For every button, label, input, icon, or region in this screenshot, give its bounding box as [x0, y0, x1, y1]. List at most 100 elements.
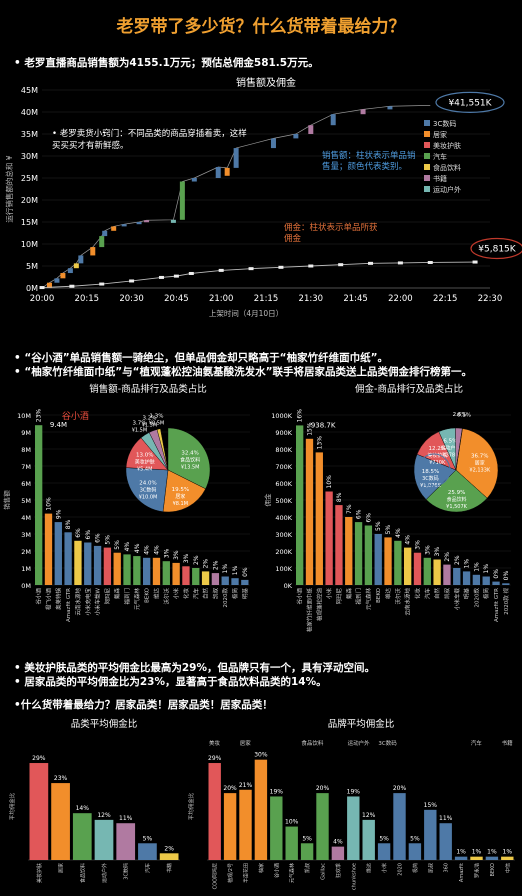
x-tick-label: 谷小酒 [35, 588, 43, 605]
x-tick-label: Amazfit GTR [66, 588, 72, 622]
bar [93, 545, 102, 585]
sales-step-bar [270, 138, 276, 149]
y-tick-label: 2M [21, 548, 31, 556]
bar [54, 522, 62, 585]
x-tick-label: 20:00 [30, 294, 55, 304]
bar-value-label: 1% [503, 849, 513, 856]
legend-swatch [424, 120, 430, 126]
x-tick-label: 2020款 [221, 588, 229, 608]
bar [138, 843, 157, 860]
pie-category-label: 美妆护肤 [427, 452, 447, 459]
y-tick-label: 8M [21, 446, 31, 454]
legend-label: 书籍 [433, 174, 447, 183]
y-axis-title: 销售额 [2, 490, 11, 510]
bar-value-label: 30% [254, 752, 268, 759]
x-tick-label: 植观蓬松控油 [315, 588, 323, 622]
x-tick-label: 居家 [58, 863, 65, 873]
bar [231, 578, 239, 585]
pie-pct-label: 2.6% [453, 412, 467, 418]
y-tick-label: 800K [275, 446, 292, 454]
x-tick-label: 化妆 [413, 588, 421, 600]
x-tick-label: 橙飞小酒 [44, 588, 52, 611]
x-tick-label: Amazfit GTR [494, 588, 500, 622]
pie-slice [167, 427, 211, 490]
sales-step-bar [191, 178, 197, 182]
bar [162, 561, 170, 585]
x-tick-label: 20:30 [119, 294, 144, 304]
x-tick-label: 20:15 [75, 294, 100, 304]
pie-category-label: 居家 [175, 493, 185, 500]
y-tick-label: 900K [275, 429, 292, 437]
bar-pct-label: 2% [193, 555, 200, 565]
commission-step-bar [218, 268, 224, 272]
bar-pct-label: 13% [316, 436, 323, 450]
pie-pct-label: 6.5% [443, 439, 457, 445]
bar [362, 819, 375, 860]
pie-pct-label: 32.4% [181, 450, 198, 456]
bar [201, 571, 210, 585]
bar [44, 513, 53, 585]
legend-label: 食品饮料 [433, 163, 461, 172]
bar [296, 425, 304, 585]
bar-pct-label: 3% [434, 547, 441, 557]
sales-step-bar [99, 236, 105, 248]
x-tick-label: 元气森林 [133, 588, 141, 611]
sales-step-bar [67, 268, 73, 274]
bar [433, 559, 441, 585]
x-tick-label: 汽车 [144, 863, 151, 873]
bar [51, 783, 70, 860]
bar [152, 557, 161, 585]
bar-value-label: 5% [410, 835, 420, 842]
bar [377, 843, 391, 860]
summary-bullet-2a: • “谷小酒”单品销售额一骑绝尘，但单品佣金却只略高于“柚家竹纤维面巾纸”。 [14, 352, 388, 364]
bar [192, 568, 200, 585]
bar-pct-label: 8% [65, 519, 72, 529]
bar-pct-label: 3% [183, 553, 190, 563]
summary-bullet-2b: • “柚家竹纤维面巾纸”与“植观蓬松控油氨基酸洗发水”联手将居家品类送上品类佣金… [14, 366, 472, 378]
commission-step-bar [173, 274, 179, 278]
bar [94, 819, 114, 860]
x-tick-label: 沃尔沃 [394, 588, 402, 605]
bar-value-label: 5% [143, 835, 153, 842]
x-tick-label: 21:00 [209, 294, 234, 304]
bar [143, 557, 151, 585]
bar [29, 763, 49, 860]
x-tick-label: 维达 [366, 863, 373, 873]
x-tick-label: 小米 [381, 863, 388, 873]
bar-value-label: 19% [270, 788, 284, 795]
y-tick-label: 400K [275, 514, 292, 522]
legend-swatch [424, 175, 430, 181]
bar [305, 438, 314, 585]
y-tick-label: 20M [21, 196, 38, 205]
y-tick-label: 35M [21, 130, 38, 139]
pie-highlight [417, 453, 451, 487]
bar [404, 547, 412, 585]
bar [72, 813, 92, 860]
sales-step-bar [60, 273, 66, 279]
summary-bullet-1: • 老罗直播商品销售额为4155.1万元；预估总佣金581.5万元。 [14, 57, 319, 69]
commission-step-bar [158, 275, 164, 279]
legend-label: 居家 [433, 130, 447, 139]
bar [316, 793, 329, 860]
bar [221, 576, 229, 585]
group-label: 食品饮料 [301, 739, 324, 747]
x-tick-label: 小米充电宝 [84, 588, 92, 616]
bar [374, 534, 382, 585]
sales-step-bar [90, 247, 96, 256]
group-label: 居家 [240, 739, 252, 747]
x-tick-label: 汽车 [192, 588, 200, 600]
bar-pct-label: 6% [356, 509, 363, 519]
commission-step-bar [427, 260, 433, 264]
pie-value-label: ¥1.3M [142, 422, 157, 428]
bar-pct-label: 1% [222, 564, 229, 574]
bar [354, 522, 363, 585]
pie-category-label: 3C数码 [140, 487, 157, 494]
bar [335, 505, 343, 585]
sales-step-bar [360, 109, 366, 115]
pie-value-label: ¥1.5M [132, 428, 147, 434]
bar-pct-label: 4% [144, 545, 151, 555]
bar [239, 789, 252, 860]
pie-pct-label: 24.0% [139, 481, 156, 487]
x-tick-label: 植观/2号 [227, 863, 234, 883]
